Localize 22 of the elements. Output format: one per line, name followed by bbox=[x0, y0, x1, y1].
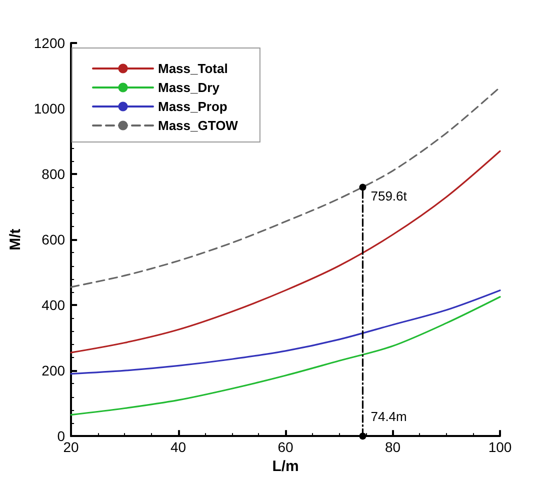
annotation: 759.6t bbox=[370, 188, 408, 204]
line-series bbox=[70, 290, 501, 375]
line-series bbox=[70, 150, 501, 354]
y-tick-label: 200 bbox=[42, 362, 66, 379]
legend-label: Mass_Dry bbox=[158, 80, 220, 95]
x-tick-label: 100 bbox=[488, 439, 512, 456]
legend-label: Mass_Total bbox=[158, 61, 228, 76]
x-tick-label: 20 bbox=[63, 439, 80, 456]
x-tick-label: 40 bbox=[170, 439, 186, 456]
y-tick-label: 800 bbox=[42, 166, 66, 182]
x-axis-title: L/m bbox=[272, 458, 299, 475]
x-tick-label: 60 bbox=[278, 439, 294, 456]
x-tick-label: 80 bbox=[384, 439, 401, 456]
legend-label: Mass_Prop bbox=[158, 99, 228, 114]
y-tick-label: 600 bbox=[42, 232, 66, 248]
y-tick-label: 1200 bbox=[34, 35, 66, 51]
legend-label: Mass_GTOW bbox=[158, 118, 239, 133]
y-tick-label: 400 bbox=[42, 297, 66, 314]
y-axis-title: M/t bbox=[7, 228, 24, 250]
y-tick-label: 1000 bbox=[34, 100, 66, 117]
y-tick-label: 0 bbox=[57, 428, 66, 444]
annotation: 74.4m bbox=[370, 409, 407, 424]
